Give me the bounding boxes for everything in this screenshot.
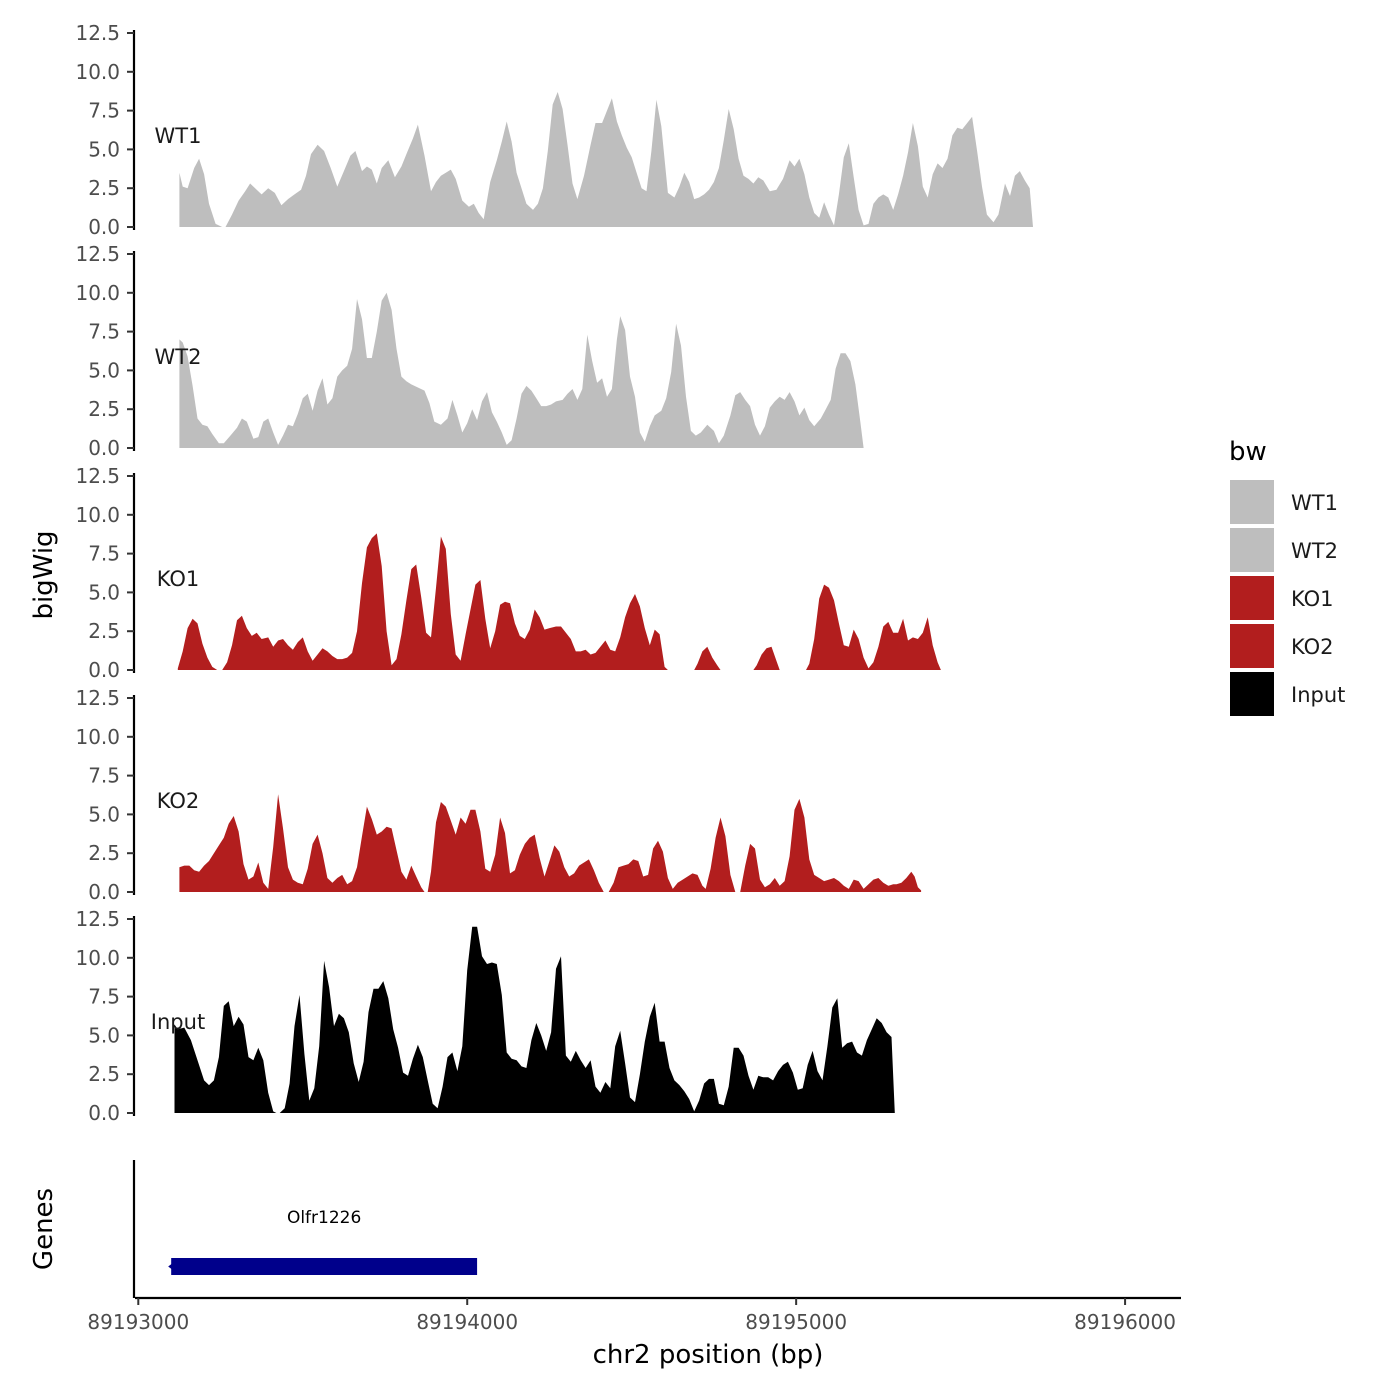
coverage-area-input <box>174 926 895 1113</box>
legend-item-input: Input <box>1230 672 1345 716</box>
track-panel-ko1: 0.0 2.5 5.0 7.5 10.0 12.5 KO1 <box>75 464 941 682</box>
y-tick-label: 5.0 <box>88 802 120 826</box>
genes-axis-title: Genes <box>29 1188 59 1270</box>
legend-label: WT2 <box>1291 539 1338 563</box>
track-panel-ko2: 0.0 2.5 5.0 7.5 10.0 12.5 KO2 <box>75 686 922 904</box>
y-tick-label: 10.0 <box>75 725 120 749</box>
y-tick-label: 0.0 <box>88 880 120 904</box>
y-tick-label: 10.0 <box>75 946 120 970</box>
coverage-area-ko1 <box>177 533 941 670</box>
legend-swatch <box>1230 480 1274 524</box>
y-tick-label: 2.5 <box>88 176 120 200</box>
x-axis-title: chr2 position (bp) <box>593 1340 824 1370</box>
y-tick-label: 7.5 <box>88 99 120 123</box>
y-tick-label: 2.5 <box>88 841 120 865</box>
track-panel-wt2: 0.0 2.5 5.0 7.5 10.0 12.5 WT2 <box>75 242 864 460</box>
y-tick-label: 5.0 <box>88 580 120 604</box>
y-tick-label: 2.5 <box>88 1062 120 1086</box>
y-tick-label: 0.0 <box>88 1101 120 1125</box>
legend-item-wt1: WT1 <box>1230 480 1338 524</box>
gene-olfr1226: Olfr1226 <box>168 1208 478 1275</box>
y-tick-label: 5.0 <box>88 1023 120 1047</box>
y-tick-label: 5.0 <box>88 137 120 161</box>
y-tick-label: 12.5 <box>75 686 120 710</box>
y-tick-label: 12.5 <box>75 464 120 488</box>
x-tick-label: 89194000 <box>416 1310 518 1334</box>
track-label-input: Input <box>151 1010 205 1034</box>
track-label-ko1: KO1 <box>157 567 200 591</box>
x-tick-label: 89196000 <box>1074 1310 1176 1334</box>
x-tick-label: 89193000 <box>87 1310 189 1334</box>
legend-label: Input <box>1291 683 1345 707</box>
legend-label: KO1 <box>1291 587 1334 611</box>
y-tick-label: 12.5 <box>75 242 120 266</box>
legend-swatch <box>1230 576 1274 620</box>
coverage-area-wt1 <box>179 92 1033 227</box>
genes-panel: Olfr1226 <box>132 1160 478 1298</box>
x-tick-label: 89195000 <box>745 1310 847 1334</box>
y-tick-label: 0.0 <box>88 436 120 460</box>
y-tick-label: 0.0 <box>88 658 120 682</box>
y-tick-label: 2.5 <box>88 619 120 643</box>
y-tick-label: 7.5 <box>88 764 120 788</box>
y-tick-label: 12.5 <box>75 21 120 45</box>
gene-label: Olfr1226 <box>287 1208 361 1228</box>
track-panel-input: 0.0 2.5 5.0 7.5 10.0 12.5 Input <box>75 907 895 1125</box>
coverage-area-wt2 <box>179 292 864 448</box>
y-axis-title: bigWig <box>29 530 59 619</box>
legend-swatch <box>1230 672 1274 716</box>
y-tick-label: 0.0 <box>88 215 120 239</box>
y-tick-label: 12.5 <box>75 907 120 931</box>
gene-body <box>171 1258 478 1275</box>
coverage-area-ko2 <box>179 794 922 892</box>
legend-item-ko1: KO1 <box>1230 576 1334 620</box>
legend: bw WT1 WT2 KO1 KO2 Input <box>1229 437 1345 716</box>
tracks-layer: 0.0 2.5 5.0 7.5 10.0 12.5 WT1 0.0 2.5 5.0 7.5 10.0 1… <box>75 21 1033 1125</box>
track-label-ko2: KO2 <box>157 789 200 813</box>
x-axis: 89193000 89194000 89195000 89196000 <box>87 1296 1181 1334</box>
track-label-wt1: WT1 <box>155 124 202 148</box>
y-tick-label: 5.0 <box>88 358 120 382</box>
y-tick-label: 7.5 <box>88 320 120 344</box>
strand-arrow-icon <box>168 1262 175 1271</box>
track-label-wt2: WT2 <box>155 345 202 369</box>
y-tick-label: 10.0 <box>75 503 120 527</box>
legend-title: bw <box>1229 437 1267 467</box>
track-panel-wt1: 0.0 2.5 5.0 7.5 10.0 12.5 WT1 <box>75 21 1033 239</box>
legend-item-wt2: WT2 <box>1230 528 1338 572</box>
y-tick-label: 2.5 <box>88 397 120 421</box>
legend-swatch <box>1230 528 1274 572</box>
legend-label: WT1 <box>1291 491 1338 515</box>
y-tick-label: 7.5 <box>88 542 120 566</box>
y-tick-label: 7.5 <box>88 985 120 1009</box>
y-tick-label: 10.0 <box>75 281 120 305</box>
legend-swatch <box>1230 624 1274 668</box>
legend-label: KO2 <box>1291 635 1334 659</box>
legend-item-ko2: KO2 <box>1230 624 1334 668</box>
y-tick-label: 10.0 <box>75 60 120 84</box>
